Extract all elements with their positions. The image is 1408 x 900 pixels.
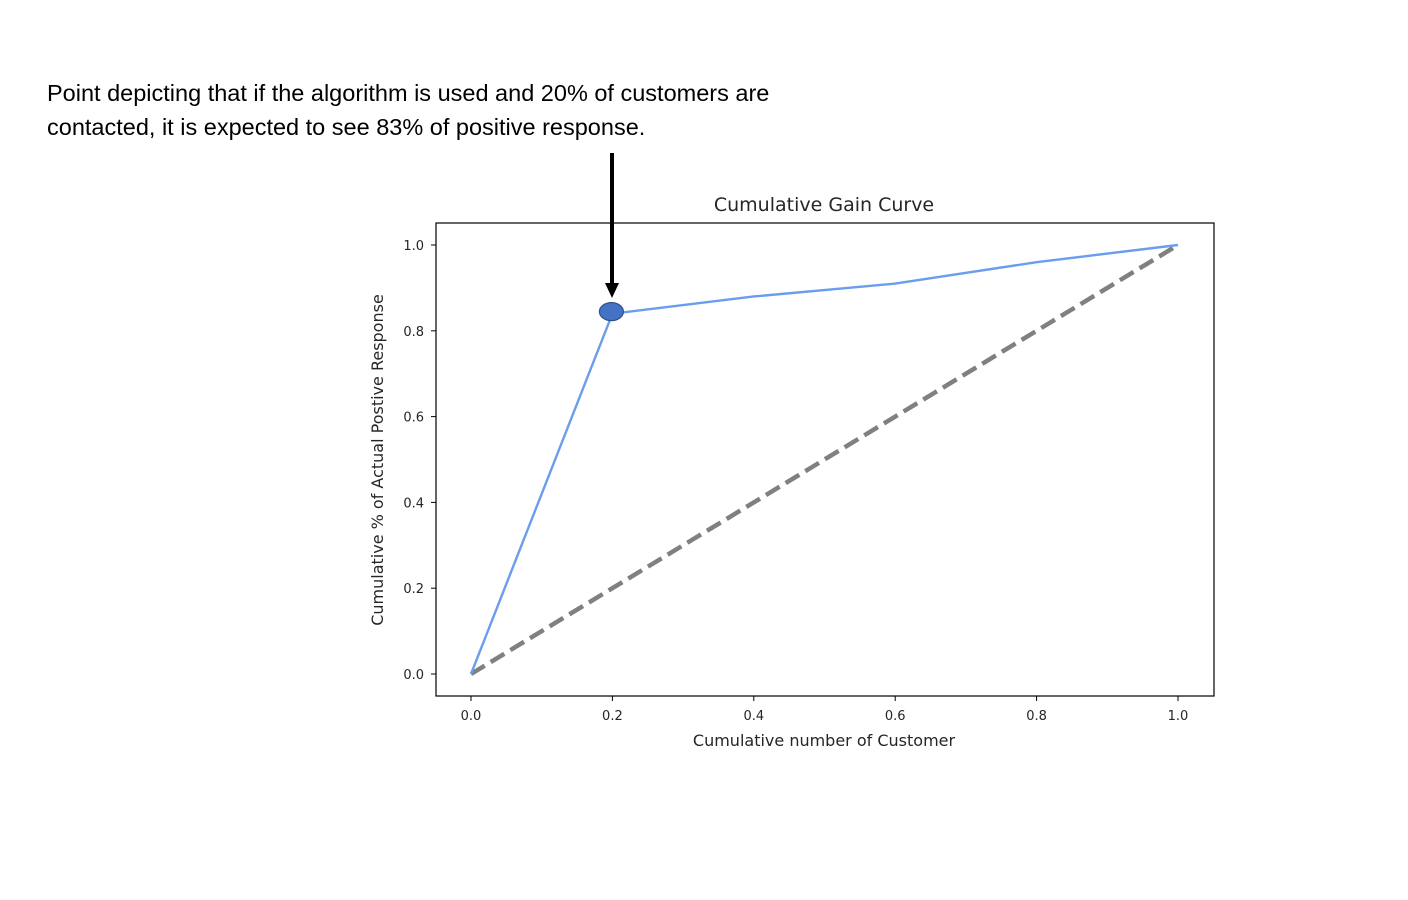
x-tick-label-1: 0.2 bbox=[602, 709, 623, 724]
y-tick-label-0: 0.0 bbox=[403, 668, 424, 683]
x-tick-label-2: 0.4 bbox=[743, 709, 764, 724]
annotation-arrow-head bbox=[605, 283, 619, 298]
y-tick-label-2: 0.4 bbox=[403, 496, 424, 511]
x-axis-title: Cumulative number of Customer bbox=[693, 731, 956, 750]
y-tick-label-1: 0.2 bbox=[403, 582, 424, 597]
y-tick-label-4: 0.8 bbox=[403, 325, 424, 340]
plot-frame bbox=[435, 222, 1215, 697]
x-tick-label-5: 1.0 bbox=[1168, 709, 1189, 724]
x-tick-label-4: 0.8 bbox=[1026, 709, 1047, 724]
chart-title: Cumulative Gain Curve bbox=[714, 194, 934, 216]
annotation-line-1: Point depicting that if the algorithm is… bbox=[47, 80, 770, 106]
x-tick-label-3: 0.6 bbox=[885, 709, 906, 724]
axis-ticks: 0.0 0.2 0.4 0.6 0.8 1.0 0.0 0.2 0.4 0.6 0.8 1.0 bbox=[403, 239, 1188, 724]
annotation-line-2: contacted, it is expected to see 83% of … bbox=[47, 114, 646, 140]
gain-series-line bbox=[469, 243, 1179, 675]
baseline-series-line bbox=[469, 243, 1180, 676]
annotation-text: Point depicting that if the algorithm is… bbox=[47, 76, 867, 144]
highlight-group bbox=[598, 302, 625, 322]
y-axis-title: Cumulative % of Actual Postive Response bbox=[368, 294, 387, 626]
series-group bbox=[469, 243, 1180, 676]
y-tick-label-5: 1.0 bbox=[403, 239, 424, 254]
y-tick-label-3: 0.6 bbox=[403, 411, 424, 426]
highlight-point-marker bbox=[598, 302, 625, 322]
x-tick-label-0: 0.0 bbox=[461, 709, 482, 724]
